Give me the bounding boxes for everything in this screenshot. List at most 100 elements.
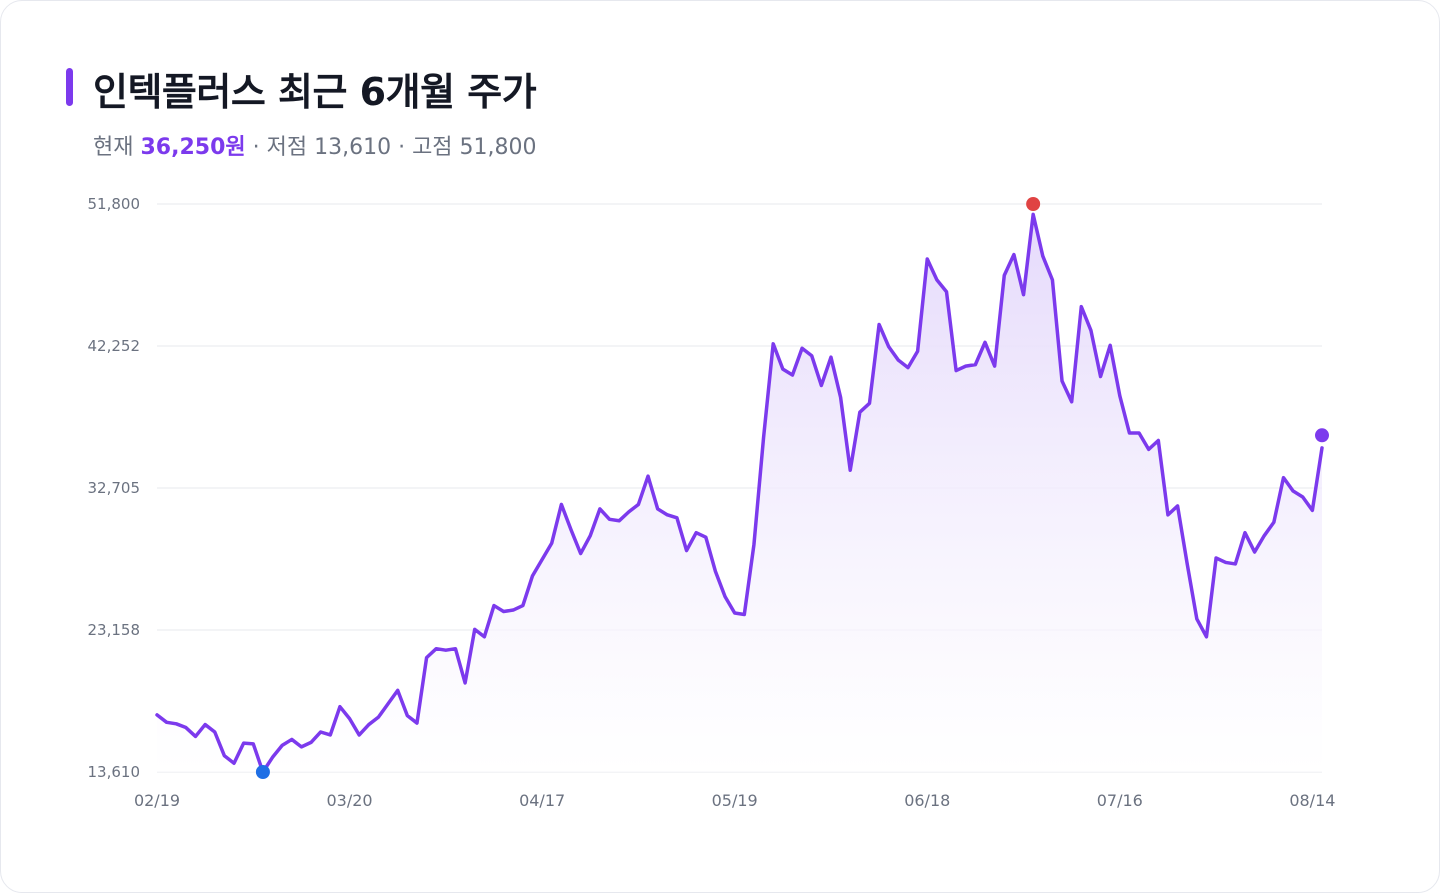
y-tick-label: 32,705 [88, 479, 141, 497]
price-point [1186, 562, 1189, 566]
price-point [964, 364, 967, 368]
markers [255, 197, 1329, 779]
price-point [675, 516, 679, 520]
price-point [454, 647, 457, 650]
price-point [415, 721, 419, 725]
price-point [839, 396, 842, 399]
price-point [868, 402, 871, 405]
price-point [906, 366, 910, 369]
price-point [800, 347, 804, 350]
price-point [213, 730, 216, 734]
y-tick-label: 42,252 [88, 337, 141, 355]
price-point [1051, 278, 1054, 282]
x-tick-label: 05/19 [712, 791, 758, 810]
price-point [820, 384, 823, 387]
price-point [1060, 379, 1064, 383]
price-point [810, 354, 813, 357]
price-point [569, 528, 573, 531]
price-point [1012, 253, 1016, 256]
price-point [232, 762, 236, 765]
price-point [483, 635, 486, 639]
price-point [175, 722, 178, 726]
price-point [1195, 617, 1199, 621]
x-tick-label: 06/18 [904, 791, 950, 810]
price-point [1157, 439, 1160, 442]
price-point [194, 735, 197, 738]
price-area [157, 214, 1322, 772]
price-point [1022, 293, 1025, 296]
price-point [1301, 495, 1304, 499]
price-point [531, 574, 534, 578]
price-point [916, 350, 919, 353]
price-point [406, 714, 409, 717]
y-tick-label: 23,158 [88, 621, 141, 639]
price-point [357, 733, 361, 737]
price-point [743, 613, 746, 616]
price-point [550, 541, 553, 545]
price-point [589, 534, 592, 537]
price-point [1003, 274, 1006, 277]
price-point [1320, 446, 1324, 450]
current-marker [1315, 428, 1329, 443]
price-point [694, 531, 698, 534]
price-point [723, 595, 727, 598]
price-point [617, 519, 621, 522]
price-point [579, 552, 582, 555]
price-point [608, 518, 611, 521]
price-point [685, 549, 688, 552]
price-point [242, 741, 245, 745]
price-point [329, 733, 332, 737]
price-point [1089, 329, 1093, 332]
price-point [1291, 489, 1295, 493]
price-point [1166, 513, 1170, 517]
price-point [935, 278, 939, 282]
chart-subtitle: 현재 36,250원 · 저점 13,610 · 고점 51,800 [93, 129, 537, 161]
price-point [473, 628, 476, 631]
price-point [627, 510, 630, 514]
price-point [1137, 431, 1141, 435]
price-point [1282, 476, 1285, 479]
price-point [666, 513, 669, 517]
price-point [319, 730, 322, 734]
price-point [993, 364, 996, 368]
price-point [887, 345, 890, 348]
price-point [338, 705, 342, 708]
x-tick-label: 07/16 [1097, 791, 1143, 810]
price-point [762, 436, 765, 439]
x-tick-label: 02/19 [134, 791, 180, 810]
price-point [1253, 550, 1256, 554]
price-point [897, 358, 900, 362]
x-axis: 02/19 03/20 04/17 05/19 06/18 07/16 08/14 [134, 791, 1335, 810]
high-marker [1026, 197, 1041, 211]
price-point [309, 741, 313, 744]
price-point [733, 611, 736, 615]
price-point [974, 363, 977, 366]
price-point [463, 681, 467, 685]
price-point [829, 355, 833, 359]
price-point [637, 503, 640, 506]
price-point [1311, 509, 1314, 512]
price-point [1128, 431, 1131, 435]
price-point [1108, 344, 1112, 347]
price-point [435, 647, 438, 650]
price-point [386, 702, 390, 705]
price-points [155, 213, 1324, 774]
price-point [1118, 394, 1122, 398]
low-price: · 저점 13,610 [252, 135, 392, 160]
price-point [1234, 562, 1237, 566]
price-point [203, 723, 207, 726]
price-point [1099, 375, 1102, 378]
price-point [771, 342, 775, 346]
price-point [877, 323, 881, 326]
price-point [560, 503, 563, 506]
price-point [271, 756, 274, 759]
y-axis: 13,610 23,158 32,705 42,252 51,800 [88, 195, 141, 781]
price-point [791, 373, 794, 377]
price-point [377, 715, 380, 719]
price-point [983, 341, 987, 344]
price-point [858, 411, 862, 414]
price-point [492, 604, 496, 607]
price-point [926, 257, 929, 261]
title-accent-bar [66, 68, 73, 106]
